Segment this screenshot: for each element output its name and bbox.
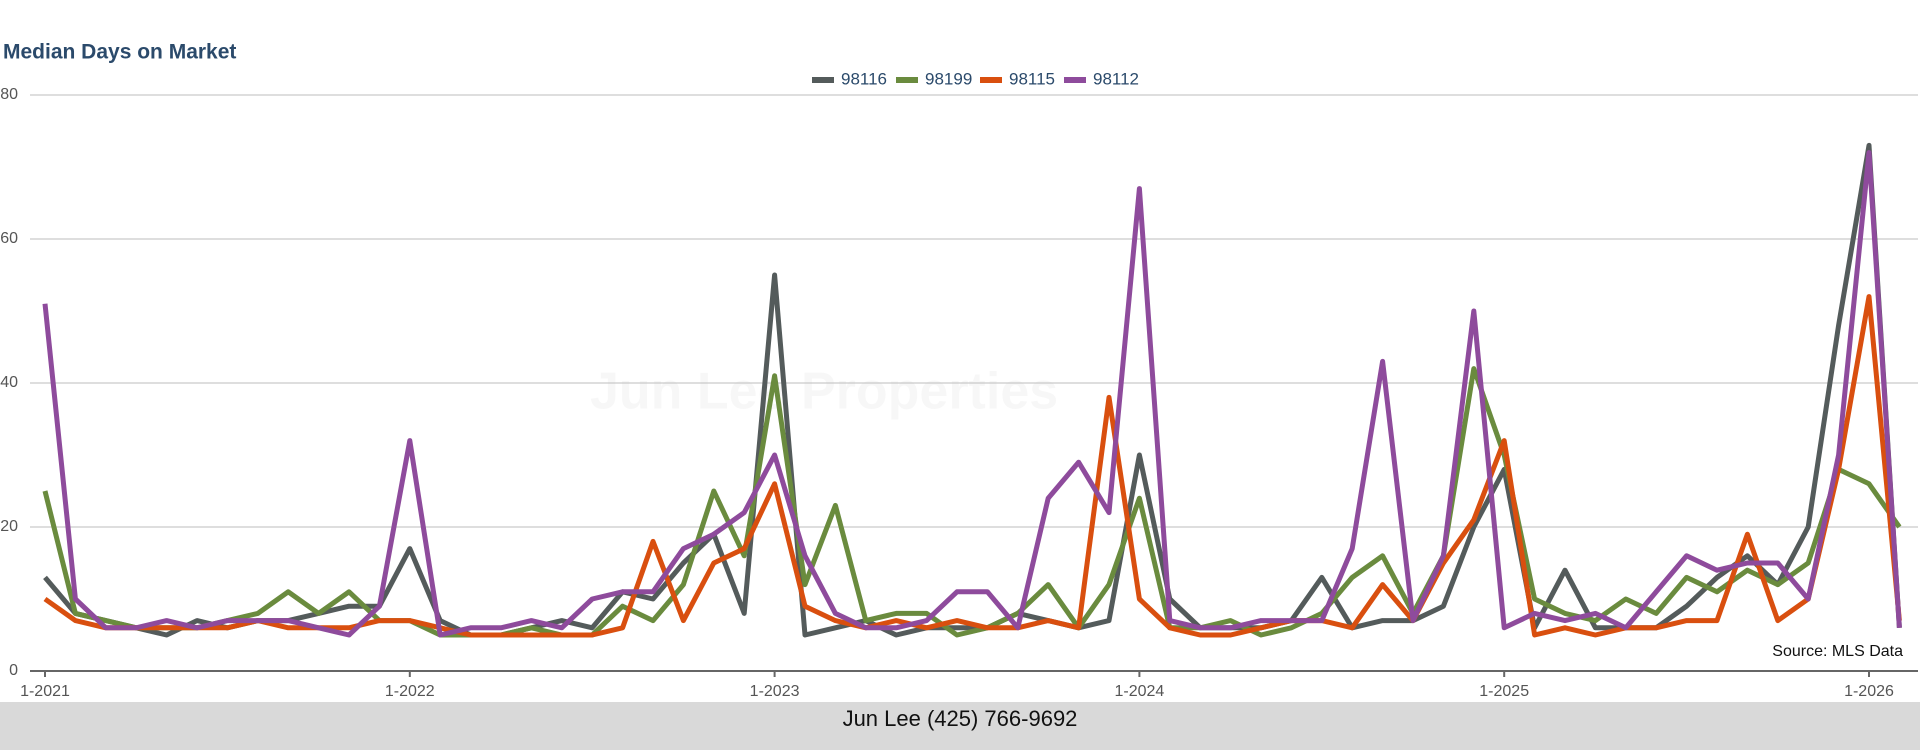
series-line [43, 294, 1902, 638]
legend-label: 98112 [1093, 69, 1139, 88]
x-tick-label: 1-2025 [1479, 683, 1529, 700]
x-tick-label: 1-2023 [750, 683, 800, 700]
y-tick-label: 80 [0, 86, 18, 103]
x-tick-label: 1-2021 [20, 683, 70, 700]
series-line [42, 150, 1902, 638]
y-tick-label: 40 [0, 374, 18, 391]
x-tick-label: 1-2022 [385, 683, 435, 700]
legend-label: 98115 [1009, 69, 1055, 88]
annotation: Source: MLS Data [1772, 643, 1903, 660]
legend-label: 98199 [925, 69, 972, 88]
y-tick-label: 0 [9, 662, 18, 679]
legend-label: 98116 [841, 69, 887, 88]
footer-band [0, 702, 1920, 750]
chart-title: Median Days on Market [3, 41, 236, 64]
x-tick-label: 1-2026 [1844, 683, 1894, 700]
x-tick-label: 1-2024 [1114, 683, 1164, 700]
y-tick-label: 60 [0, 230, 18, 247]
watermark: Jun Lee Properties [590, 363, 1058, 421]
series-line [42, 366, 1902, 638]
y-tick-label: 20 [0, 518, 18, 535]
footer: Jun Lee (425) 766-9692 [843, 706, 1078, 731]
